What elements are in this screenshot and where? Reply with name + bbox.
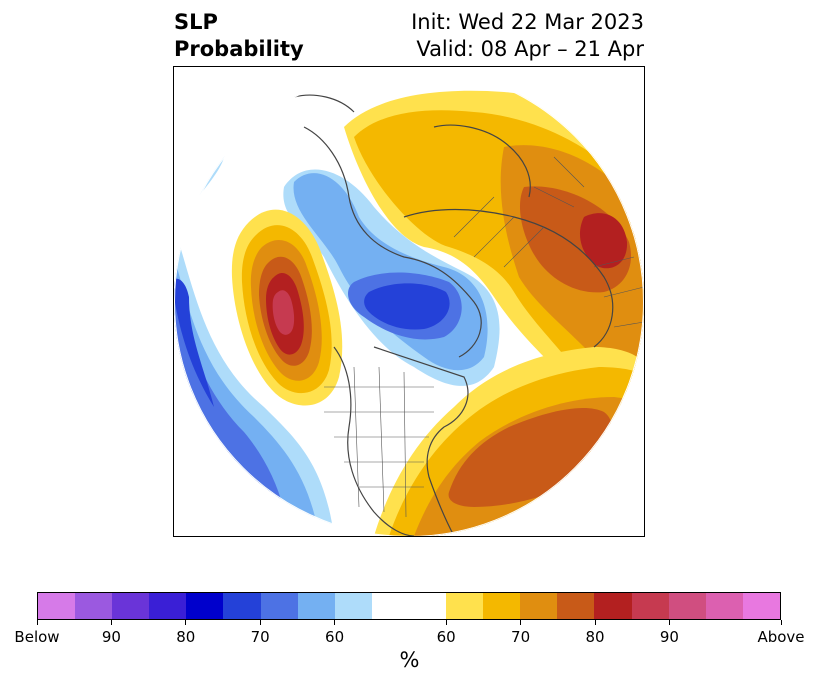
colorbar-below-segment — [38, 593, 76, 619]
coastlines — [293, 94, 614, 536]
colorbar-below-segment — [297, 593, 335, 619]
colorbar-tick-mark — [185, 620, 187, 625]
colorbar-above-segment — [668, 593, 706, 619]
colorbar-tick-mark — [668, 620, 670, 625]
colorbar-tick-mark — [36, 620, 38, 625]
forecast-dates: Init: Wed 22 Mar 2023 Valid: 08 Apr – 21… — [411, 9, 644, 63]
probability-map — [174, 67, 644, 536]
colorbar-above-segment — [557, 593, 595, 619]
colorbar-tick-mark — [520, 620, 522, 625]
title-line-2: Probability — [174, 37, 304, 61]
colorbar-below-segment — [334, 593, 372, 619]
colorbar — [37, 592, 781, 620]
colorbar-above-segment — [705, 593, 743, 619]
init-date: Init: Wed 22 Mar 2023 — [411, 10, 644, 34]
colorbar-tick-label: 90 — [101, 628, 121, 646]
colorbar-tick-mark — [780, 620, 782, 625]
colorbar-tick-label: Above — [757, 628, 805, 646]
colorbar-tick-mark — [445, 620, 447, 625]
valid-range: Valid: 08 Apr – 21 Apr — [416, 37, 644, 61]
colorbar-above-segment — [520, 593, 558, 619]
colorbar-above-segment — [483, 593, 521, 619]
colorbar-tick-mark — [334, 620, 336, 625]
globe-edge — [174, 67, 644, 536]
colorbar-tick-label: 70 — [250, 628, 270, 646]
colorbar-tick-mark — [110, 620, 112, 625]
map-panel — [173, 66, 645, 537]
colorbar-above-segment — [594, 593, 632, 619]
colorbar-below-segment — [112, 593, 150, 619]
colorbar-tick-label: 80 — [585, 628, 605, 646]
colorbar-neutral-segment — [371, 593, 447, 619]
colorbar-above-segment — [742, 593, 780, 619]
colorbar-below-segment — [75, 593, 113, 619]
arctic-below-region — [283, 169, 500, 386]
colorbar-above-segment — [631, 593, 669, 619]
colorbar-tick-mark — [259, 620, 261, 625]
colorbar-tick-label: 90 — [659, 628, 679, 646]
borders — [324, 156, 644, 518]
colorbar-below-segment — [186, 593, 224, 619]
colorbar-below-segment — [149, 593, 187, 619]
colorbar-below-segment — [260, 593, 298, 619]
colorbar-tick-mark — [594, 620, 596, 625]
ne-pacific-above-region — [231, 209, 343, 406]
colorbar-tick-label: 60 — [325, 628, 345, 646]
colorbar-tick-label: 60 — [436, 628, 456, 646]
colorbar-below-segment — [223, 593, 261, 619]
colorbar-unit-label: % — [399, 648, 420, 672]
eurasia-above-region — [344, 90, 644, 412]
title-line-1: SLP — [174, 10, 218, 34]
colorbar-tick-label: 70 — [511, 628, 531, 646]
colorbar-above-segment — [446, 593, 484, 619]
colorbar-tick-label: 80 — [176, 628, 196, 646]
chart-title: SLP Probability — [174, 9, 304, 63]
colorbar-tick-label: Below — [14, 628, 60, 646]
